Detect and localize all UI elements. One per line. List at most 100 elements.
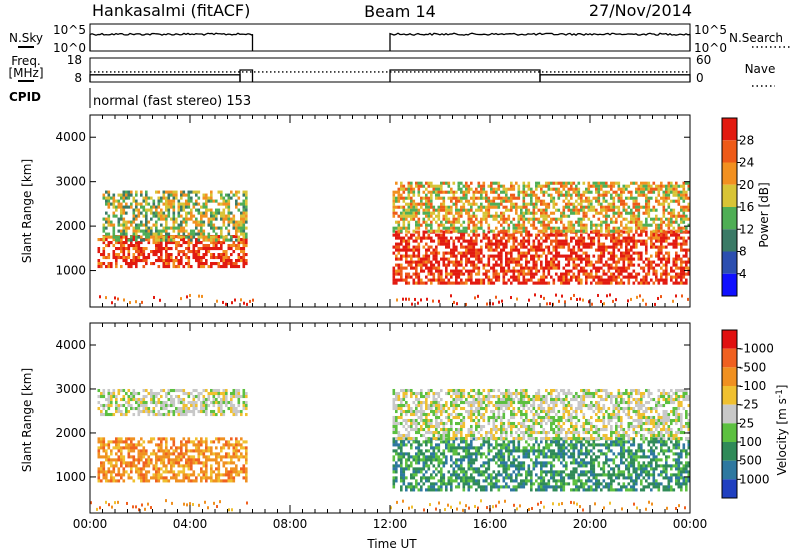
echo-cell <box>125 391 128 396</box>
echo-cell <box>575 199 578 203</box>
echo-cell <box>237 220 241 224</box>
echo-cell <box>122 455 126 459</box>
echo-cell <box>102 403 106 408</box>
echo-cell <box>472 260 476 264</box>
echo-cell <box>665 263 668 267</box>
echo-cell <box>162 193 166 197</box>
echo-cell <box>452 220 456 224</box>
echo-cell <box>590 230 593 234</box>
echo-cell <box>125 193 128 197</box>
echo-cell <box>127 397 131 402</box>
echo-cell <box>240 467 243 471</box>
echo-cell <box>210 265 213 269</box>
echo-cell <box>470 272 473 276</box>
echo-cell <box>645 233 648 237</box>
echo-cell <box>510 193 513 197</box>
echo-cell <box>220 458 223 462</box>
echo-cell <box>187 190 191 194</box>
echo-cell <box>197 190 201 194</box>
echo-cell <box>525 205 528 209</box>
echo-cell <box>145 449 148 453</box>
echo-cell <box>215 452 218 456</box>
echo-cell <box>625 251 628 255</box>
echo-cell <box>145 190 148 194</box>
echo-cell <box>625 275 628 279</box>
echo-cell <box>645 239 648 243</box>
echo-cell <box>632 242 636 246</box>
echo-cell <box>562 199 566 203</box>
echo-cell <box>610 251 613 255</box>
echo-cell <box>177 464 181 468</box>
echo-cell <box>452 229 456 233</box>
echo-cell <box>202 461 206 465</box>
echo-cell <box>677 211 681 215</box>
echo-cell <box>157 202 161 206</box>
echo-cell <box>615 263 618 267</box>
echo-cell <box>420 443 423 447</box>
echo-cell <box>647 266 651 270</box>
echo-cell <box>537 220 541 224</box>
echo-cell <box>182 250 186 254</box>
echo-cell <box>635 251 638 255</box>
echo-cell <box>542 193 546 197</box>
echo-cell <box>402 223 406 227</box>
echo-cell <box>582 298 584 302</box>
echo-cell <box>190 479 193 483</box>
echo-cell <box>650 236 653 240</box>
echo-cell <box>615 181 618 185</box>
echo-cell <box>627 278 631 282</box>
echo-cell <box>210 253 213 257</box>
echo-cell <box>630 263 633 267</box>
echo-cell <box>110 470 113 474</box>
echo-cell <box>637 190 641 194</box>
echo-cell <box>417 217 421 221</box>
echo-cell <box>417 181 421 185</box>
echo-cell <box>502 233 506 237</box>
echo-cell <box>102 388 106 393</box>
echo-cell <box>515 257 518 261</box>
echo-cell <box>107 400 111 405</box>
echo-cell <box>160 406 163 411</box>
echo-cell <box>105 232 108 236</box>
echo-cell <box>515 278 518 282</box>
echo-cell <box>220 253 223 257</box>
echo-cell <box>212 229 216 233</box>
echo-cell <box>167 259 171 263</box>
echo-cell <box>172 211 176 215</box>
echo-cell <box>422 440 426 444</box>
echo-cell <box>215 226 218 230</box>
echo-cell <box>110 196 113 200</box>
echo-cell <box>685 254 688 258</box>
echo-cell <box>477 257 481 261</box>
echo-cell <box>527 260 531 264</box>
echo-cell <box>657 190 661 194</box>
echo-cell <box>570 181 573 185</box>
echo-cell <box>222 388 226 393</box>
echo-cell <box>137 473 141 477</box>
echo-cell <box>430 202 433 206</box>
echo-cell <box>435 251 438 255</box>
echo-cell <box>200 403 203 408</box>
echo-cell <box>530 257 533 261</box>
echo-cell <box>187 449 191 453</box>
echo-cell <box>592 205 596 209</box>
echo-cell <box>422 260 426 264</box>
echo-cell <box>415 446 418 450</box>
echo-cell <box>137 443 141 447</box>
echo-cell <box>632 196 636 200</box>
echo-cell <box>512 184 516 188</box>
echo-cell <box>485 275 488 279</box>
echo-cell <box>122 199 126 203</box>
echo-cell <box>135 235 138 239</box>
echo-cell <box>130 394 133 399</box>
echo-cell <box>665 281 668 285</box>
echo-cell <box>630 275 633 279</box>
echo-cell <box>397 214 401 218</box>
echo-cell <box>645 230 648 234</box>
echo-cell <box>482 272 486 276</box>
echo-cell <box>230 458 233 462</box>
echo-cell <box>227 256 231 260</box>
echo-cell <box>137 208 141 212</box>
echo-cell <box>687 181 690 185</box>
echo-cell <box>682 281 686 285</box>
